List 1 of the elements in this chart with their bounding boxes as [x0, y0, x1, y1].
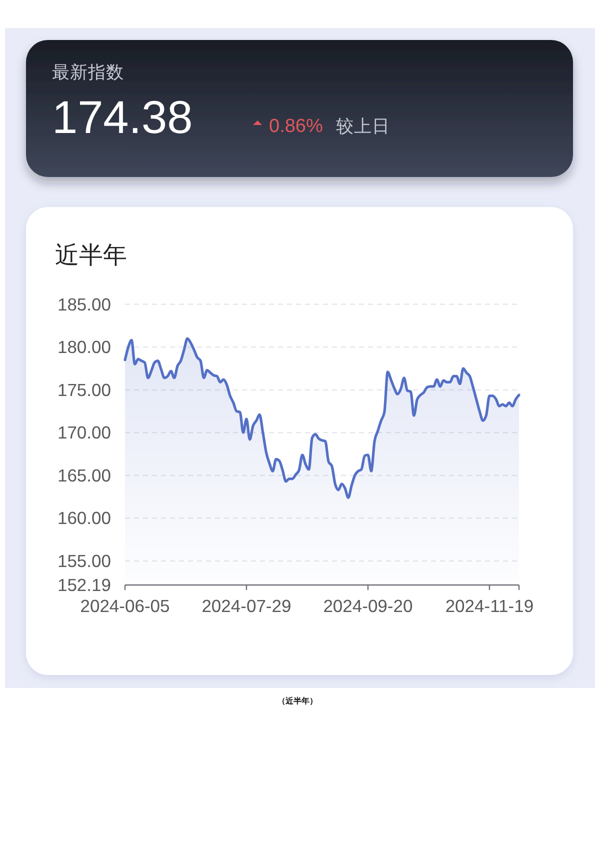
caption: （近半年）	[278, 696, 318, 706]
